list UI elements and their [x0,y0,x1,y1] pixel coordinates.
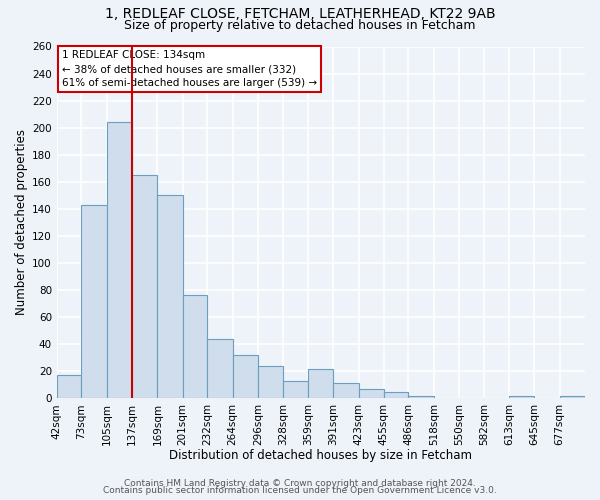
Bar [233,355,258,399]
Text: Contains HM Land Registry data © Crown copyright and database right 2024.: Contains HM Land Registry data © Crown c… [124,478,476,488]
Bar [283,381,308,398]
Bar [384,392,409,398]
Bar [207,339,233,398]
Text: 1 REDLEAF CLOSE: 134sqm
← 38% of detached houses are smaller (332)
61% of semi-d: 1 REDLEAF CLOSE: 134sqm ← 38% of detache… [62,50,317,88]
Bar [258,366,283,398]
Bar [409,396,434,398]
X-axis label: Distribution of detached houses by size in Fetcham: Distribution of detached houses by size … [169,450,472,462]
Bar [157,196,182,398]
Bar [182,296,207,399]
Bar [107,122,132,398]
Bar [560,396,585,398]
Bar [308,368,333,398]
Bar [132,175,157,398]
Bar [359,389,384,398]
Bar [333,384,359,398]
Text: Size of property relative to detached houses in Fetcham: Size of property relative to detached ho… [124,19,476,32]
Y-axis label: Number of detached properties: Number of detached properties [15,130,28,316]
Text: Contains public sector information licensed under the Open Government Licence v3: Contains public sector information licen… [103,486,497,495]
Text: 1, REDLEAF CLOSE, FETCHAM, LEATHERHEAD, KT22 9AB: 1, REDLEAF CLOSE, FETCHAM, LEATHERHEAD, … [104,8,496,22]
Bar [57,376,82,398]
Bar [82,205,107,398]
Bar [509,396,535,398]
